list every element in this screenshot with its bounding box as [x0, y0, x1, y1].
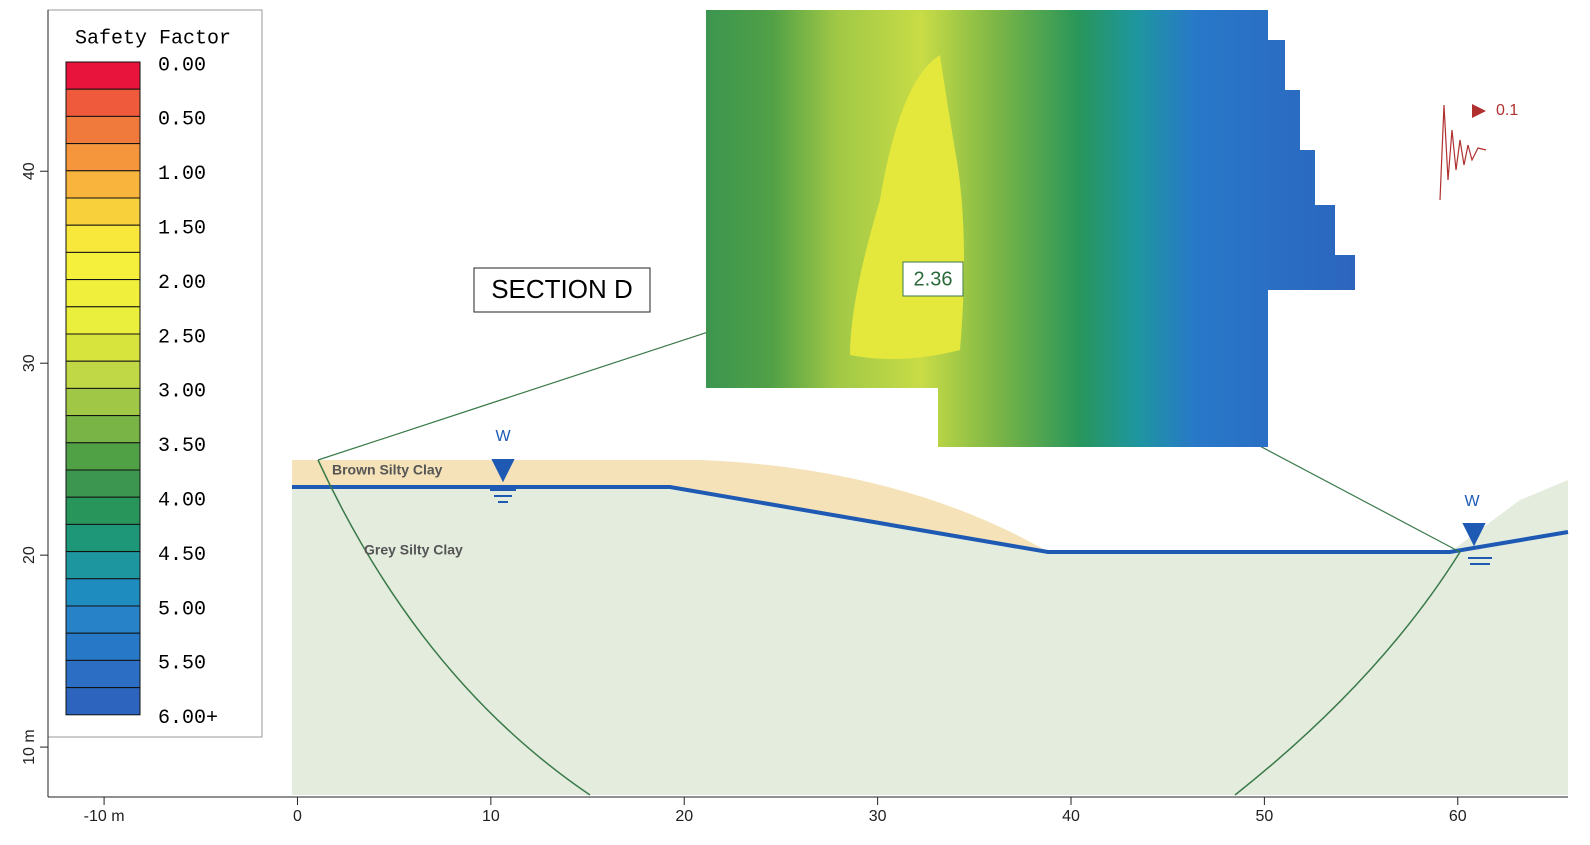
- legend-label: 3.00: [158, 381, 206, 404]
- x-tick-label: 40: [1062, 808, 1080, 825]
- x-tick-label: 20: [675, 808, 693, 825]
- legend-label: 0.00: [158, 54, 206, 77]
- y-tick-label: 40: [21, 162, 38, 180]
- legend-label: 4.00: [158, 489, 206, 512]
- legend-swatch: [65, 333, 141, 362]
- legend-label: 2.50: [158, 326, 206, 349]
- water-symbol: [1462, 523, 1492, 565]
- legend-swatch: [65, 551, 141, 580]
- x-tick-label: 30: [869, 808, 887, 825]
- legend-swatch: [65, 578, 141, 607]
- legend-swatch: [65, 387, 141, 417]
- water-label: W: [495, 428, 511, 445]
- x-tick-label: 50: [1255, 808, 1273, 825]
- legend-swatch: [65, 659, 141, 689]
- legend-swatch: [65, 306, 141, 335]
- water-label: W: [1464, 493, 1480, 510]
- legend-swatch: [65, 687, 141, 716]
- legend-label: 5.00: [158, 598, 206, 621]
- seismic-label: 0.1: [1496, 102, 1518, 119]
- legend-swatch: [65, 360, 141, 389]
- section-box: [473, 267, 651, 313]
- legend-swatch: [65, 88, 141, 117]
- legend-swatch: [65, 115, 141, 145]
- water-symbol: [490, 459, 516, 503]
- legend-label: 1.00: [158, 163, 206, 186]
- x-tick-label: -10 m: [84, 808, 125, 825]
- legend-swatch: [65, 279, 141, 308]
- seismic-trace: [1439, 104, 1487, 201]
- section-label: SECTION D: [491, 274, 633, 304]
- grey-clay: [292, 480, 1568, 795]
- material-label: Grey Silty Clay: [364, 542, 463, 558]
- x-tick-label: 10: [482, 808, 500, 825]
- min-fs-label: 2.36: [914, 268, 953, 290]
- y-tick-label: 20: [21, 546, 38, 564]
- legend-swatch: [65, 632, 141, 661]
- y-tick-label: 10 m: [21, 729, 38, 765]
- material-label: Brown Silty Clay: [332, 462, 443, 478]
- legend-label: 2.00: [158, 272, 206, 295]
- legend-label: 4.50: [158, 544, 206, 567]
- legend-swatch: [65, 605, 141, 634]
- legend-title: Safety Factor: [75, 27, 231, 50]
- legend-swatch: [65, 442, 141, 471]
- legend-swatch: [65, 170, 141, 199]
- x-tick-label: 0: [293, 808, 302, 825]
- legend-swatch: [65, 523, 141, 553]
- seismic-arrow: [1472, 104, 1486, 118]
- legend-label: 1.50: [158, 217, 206, 240]
- legend-label: 0.50: [158, 109, 206, 132]
- legend-swatch: [65, 143, 141, 172]
- contour-plot: [706, 10, 1355, 447]
- brown-clay: [292, 460, 1045, 550]
- slip-surface: [317, 459, 1461, 796]
- legend-swatch: [65, 224, 141, 253]
- legend-swatch: [65, 197, 141, 226]
- legend-swatch: [65, 415, 141, 444]
- legend-swatch: [65, 469, 141, 498]
- x-tick-label: 60: [1449, 808, 1467, 825]
- legend-swatch: [65, 61, 141, 90]
- y-tick-label: 30: [21, 354, 38, 372]
- legend-label: 5.50: [158, 653, 206, 676]
- legend-swatch: [65, 496, 141, 525]
- fs-box: [902, 261, 964, 297]
- legend-label: 6.00+: [158, 707, 218, 730]
- legend-label: 3.50: [158, 435, 206, 458]
- legend-swatch: [65, 251, 141, 281]
